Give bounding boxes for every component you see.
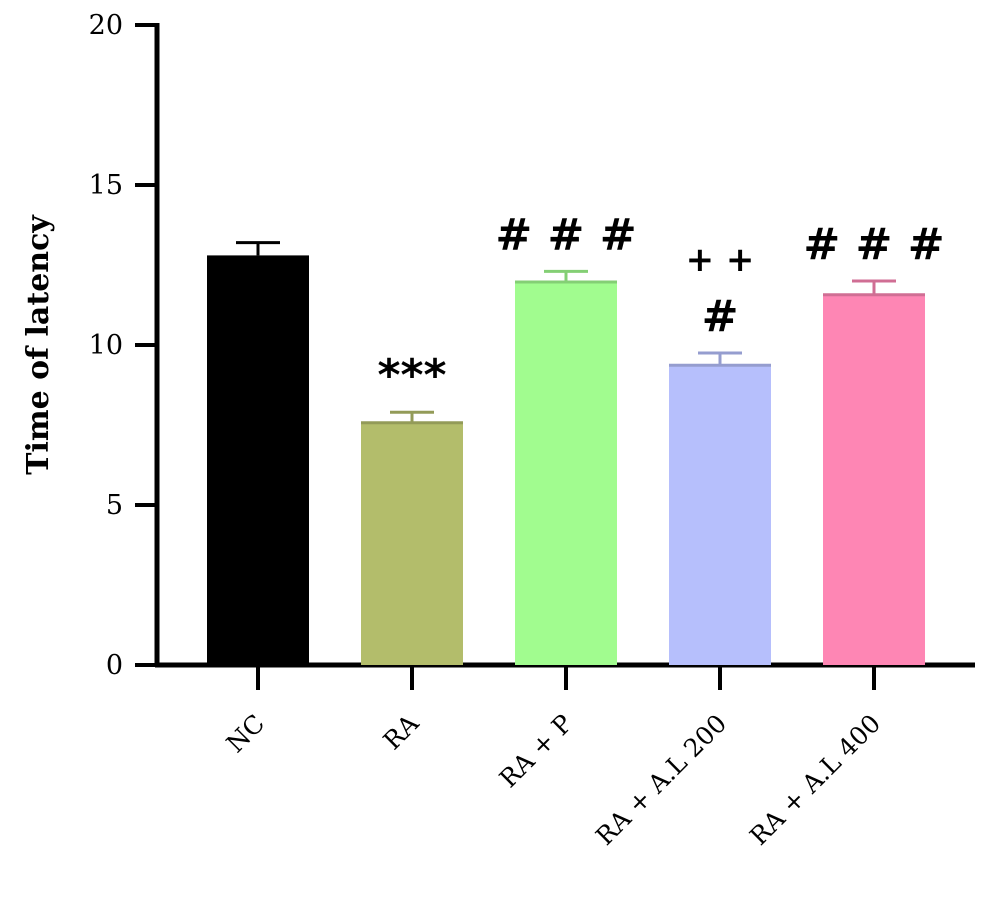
bar — [361, 421, 463, 665]
y-tick-label: 15 — [89, 170, 123, 201]
y-tick-label: 10 — [89, 330, 123, 361]
y-axis: 0 5 10 15 20 — [89, 10, 160, 681]
y-tick-label: 20 — [89, 10, 123, 41]
x-tick-label: RA + A.L 400 — [744, 709, 886, 851]
significance-marker: + + — [686, 240, 755, 280]
significance-annotations: *** # # # # + + # # # — [377, 209, 944, 401]
y-axis-label: Time of latency — [21, 214, 56, 475]
significance-marker: # # # — [495, 209, 636, 260]
bar — [515, 281, 617, 665]
x-tick-label: RA + P — [494, 709, 579, 794]
bars — [207, 255, 925, 665]
x-axis: NC RA RA + P RA + A.L 200 RA + A.L 400 — [155, 662, 975, 851]
x-tick-label: RA + A.L 200 — [590, 709, 732, 851]
bar — [823, 293, 925, 665]
significance-marker: # # # — [803, 219, 944, 270]
bar — [669, 364, 771, 665]
significance-marker: *** — [377, 350, 446, 401]
x-tick-label: RA — [378, 708, 425, 755]
x-tick-label: NC — [221, 709, 271, 759]
error-bars — [236, 241, 925, 425]
bar — [207, 255, 309, 665]
significance-marker: # — [702, 291, 739, 342]
y-tick-label: 5 — [106, 490, 123, 521]
y-tick-label: 0 — [106, 650, 123, 681]
